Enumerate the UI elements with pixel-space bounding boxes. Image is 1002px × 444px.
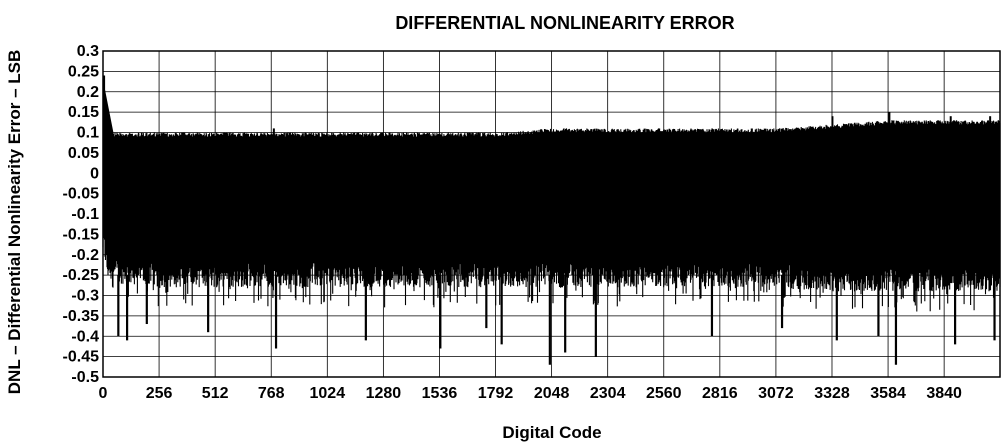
y-tick-label: -0.25 — [63, 267, 100, 284]
x-tick-label: 2304 — [590, 385, 626, 402]
x-axis-label: Digital Code — [502, 423, 601, 442]
y-tick-label: 0.15 — [68, 104, 99, 121]
x-tick-label: 3840 — [926, 385, 962, 402]
y-tick-label: -0.35 — [63, 308, 100, 325]
x-tick-label: 1280 — [366, 385, 402, 402]
dnl-band-core — [103, 79, 1000, 267]
x-tick-label: 2048 — [534, 385, 570, 402]
y-tick-label: 0.2 — [77, 84, 99, 101]
x-tick-label: 1536 — [422, 385, 458, 402]
y-tick-label: -0.4 — [71, 328, 99, 345]
x-tick-label: 512 — [202, 385, 229, 402]
x-tick-label: 2560 — [646, 385, 682, 402]
y-tick-label: -0.05 — [63, 186, 100, 203]
y-tick-label: -0.3 — [71, 288, 99, 305]
x-tick-label: 768 — [258, 385, 285, 402]
x-tick-label: 1024 — [310, 385, 346, 402]
x-tick-label: 2816 — [702, 385, 738, 402]
x-tick-label: 3584 — [870, 385, 906, 402]
y-tick-label: -0.1 — [71, 206, 99, 223]
y-tick-label: -0.45 — [63, 349, 100, 366]
x-tick-label: 256 — [146, 385, 173, 402]
y-tick-label: 0.1 — [77, 125, 99, 142]
x-tick-label: 0 — [99, 385, 108, 402]
plot-frame — [102, 50, 1001, 378]
y-tick-label: -0.5 — [71, 369, 99, 386]
x-tick-label: 3072 — [758, 385, 794, 402]
y-tick-label: -0.2 — [71, 247, 99, 264]
y-tick-label: 0 — [90, 165, 99, 182]
y-tick-label: -0.15 — [63, 226, 100, 243]
y-tick-label: 0.05 — [68, 145, 99, 162]
x-tick-label: 3328 — [814, 385, 850, 402]
y-tick-label: 0.25 — [68, 63, 99, 80]
y-axis-label: DNL – Differential Nonlinearity Error – … — [5, 50, 24, 394]
dnl-series — [102, 75, 1001, 365]
y-tick-labels: 0.3 0.25 0.2 0.15 0.1 0.05 0 -0.05 -0.1 -0.15 -0.2… — [63, 43, 100, 386]
y-tick-label: 0.3 — [77, 43, 99, 60]
x-tick-label: 1792 — [478, 385, 514, 402]
x-tick-labels: 0 256 512 768 1024 1280 1536 1792 2048 2304 2560 28… — [99, 385, 962, 402]
chart-title: DIFFERENTIAL NONLINEARITY ERROR — [395, 13, 734, 33]
